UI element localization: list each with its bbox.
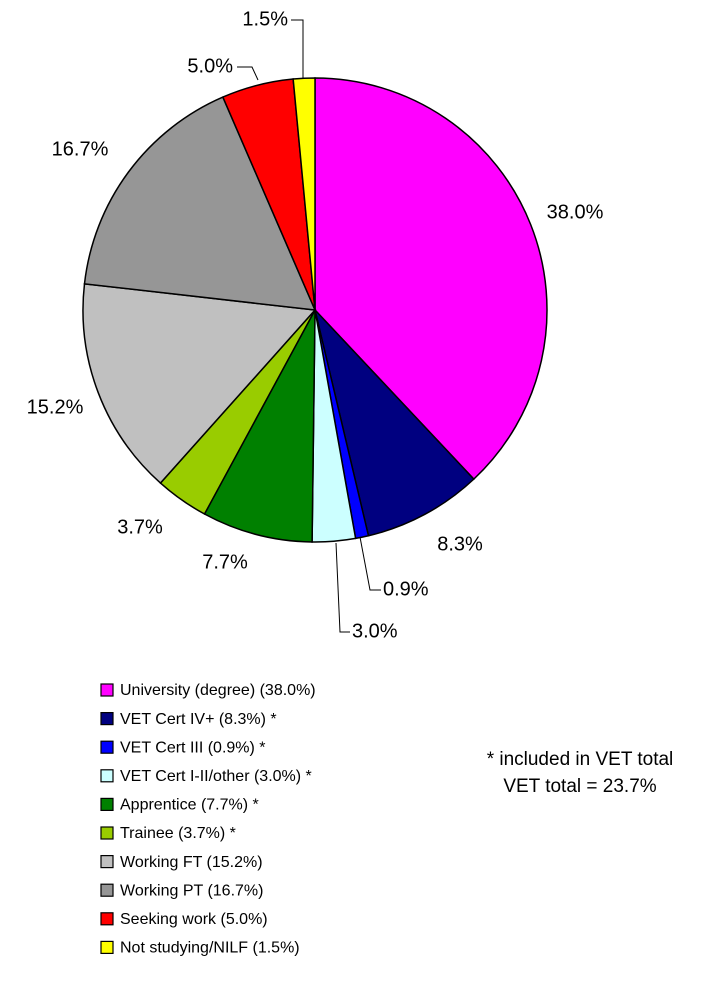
annotation: * included in VET total: [487, 749, 674, 770]
legend-swatch: [100, 683, 114, 697]
legend-label: University (degree) (38.0%): [120, 682, 316, 699]
legend-swatch: [100, 826, 114, 840]
data-label: 7.7%: [202, 551, 248, 573]
data-label: 16.7%: [52, 138, 109, 160]
legend-swatch: [100, 912, 114, 926]
legend-swatch: [100, 769, 114, 783]
data-label: 15.2%: [27, 396, 84, 418]
legend-swatch: [100, 940, 114, 955]
pie-slice: [314, 77, 548, 481]
pie-slice: [83, 96, 317, 311]
legend-swatch: [100, 711, 114, 726]
data-label: 1.5%: [242, 8, 288, 30]
legend-label: Seeking work (5.0%): [120, 911, 268, 928]
data-label: 3.7%: [117, 516, 163, 538]
legend-label: Not studying/NILF (1.5%): [120, 940, 300, 957]
pie-slice: [203, 309, 316, 543]
pie-slice: [292, 77, 316, 311]
legend-label: VET Cert I-II/other (3.0%) *: [120, 768, 312, 785]
legend-label: VET Cert III (0.9%) *: [120, 739, 266, 756]
data-label: 3.0%: [352, 620, 398, 642]
legend-label: Working PT (16.7%): [120, 882, 263, 899]
pie-slice: [313, 307, 475, 537]
legend-label: Apprentice (7.7%) *: [120, 797, 259, 814]
legend-swatch: [100, 740, 114, 754]
leader-line: [335, 542, 350, 633]
leader-line: [359, 536, 381, 591]
pie-slice: [82, 282, 317, 485]
data-label: 5.0%: [187, 55, 233, 77]
leader-line: [237, 66, 259, 81]
legend-swatch: [100, 883, 114, 897]
legend-label: Working FT (15.2%): [120, 854, 263, 871]
legend-label: VET Cert IV+ (8.3%) *: [120, 711, 277, 728]
legend-swatch: [100, 797, 114, 812]
data-label: 38.0%: [547, 201, 604, 223]
leader-line: [291, 19, 304, 78]
legend-swatch: [100, 854, 114, 869]
legend-label: Trainee (3.7%) *: [120, 825, 236, 842]
data-label: 8.3%: [437, 533, 483, 555]
annotation: VET total = 23.7%: [503, 776, 656, 797]
data-label: 0.9%: [383, 578, 429, 600]
